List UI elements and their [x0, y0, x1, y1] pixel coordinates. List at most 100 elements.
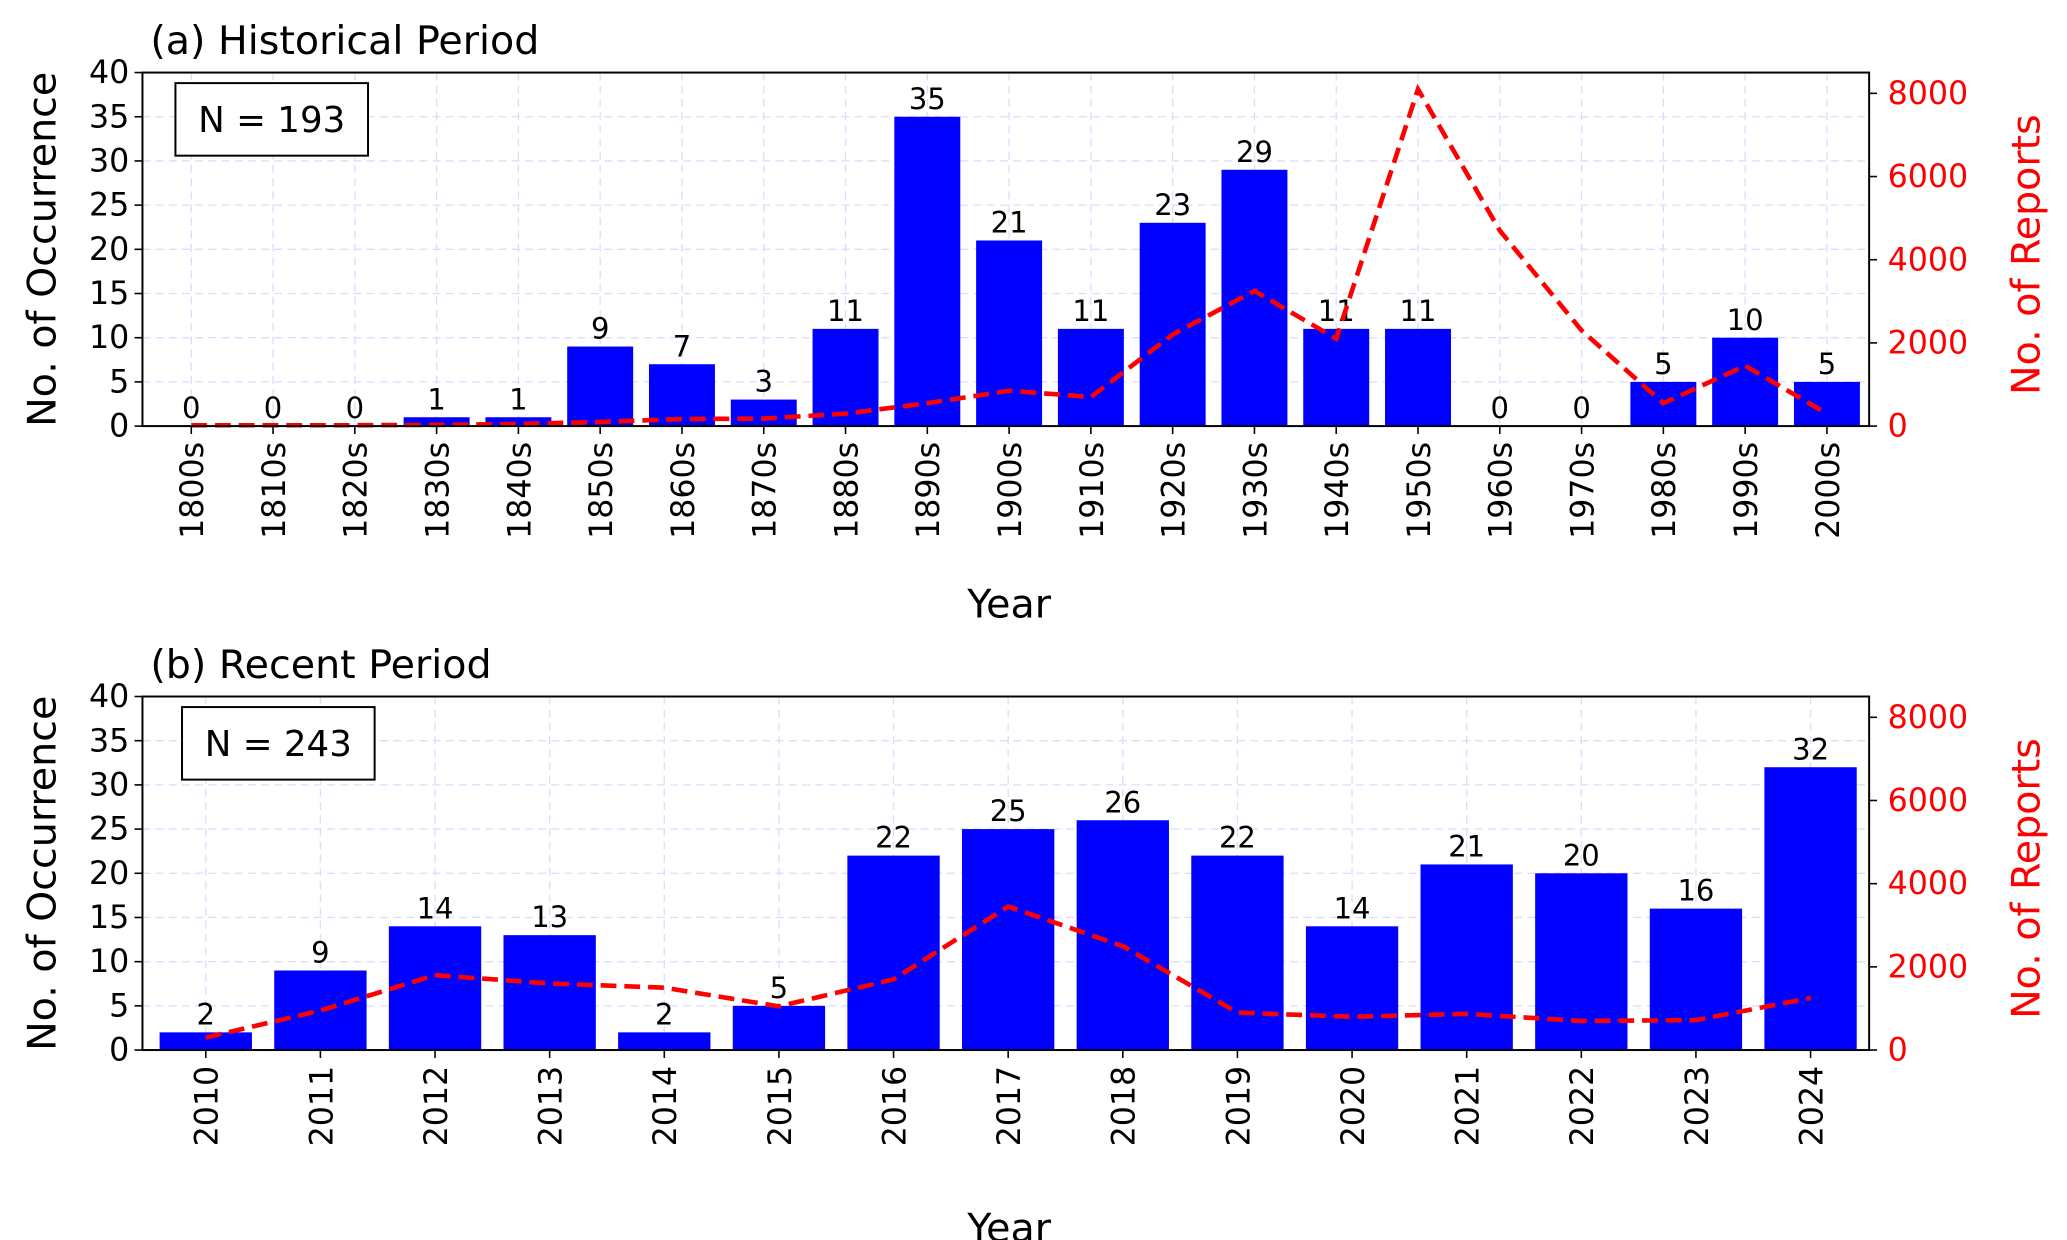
y-tick-label: 10 — [89, 320, 129, 356]
data-label-2017: 25 — [990, 794, 1027, 828]
bar-1870s — [730, 399, 797, 427]
data-label-2012: 14 — [417, 891, 454, 925]
x-tick-label: 1820s — [339, 442, 375, 539]
data-label-1870s: 3 — [755, 365, 773, 399]
x-tick-label: 1910s — [1075, 442, 1111, 539]
x-tick-label: 1930s — [1238, 442, 1274, 539]
data-label-2018: 26 — [1104, 785, 1141, 819]
y-tick-label: 35 — [89, 723, 129, 759]
bar-1850s — [567, 346, 634, 427]
data-label-2013: 13 — [531, 900, 568, 934]
y-tick-label: 20 — [89, 856, 129, 892]
panel-title: (a) Historical Period — [150, 18, 539, 64]
y-axis-label: No. of Occurrence — [19, 696, 65, 1051]
x-tick-label: 2019 — [1221, 1066, 1257, 1147]
y2-tick-label: 8000 — [1888, 700, 1969, 736]
bar-2017 — [962, 829, 1055, 1051]
y-axis-label: No. of Occurrence — [19, 72, 65, 427]
x-tick-label: 2021 — [1451, 1066, 1487, 1147]
y2-tick-label: 6000 — [1888, 159, 1969, 195]
data-label-2014: 2 — [655, 997, 673, 1031]
bar-2018 — [1076, 820, 1169, 1051]
y-tick-label: 0 — [109, 409, 129, 445]
data-label-1940s: 11 — [1318, 294, 1355, 328]
x-tick-label: 2022 — [1565, 1066, 1601, 1147]
x-axis-label: Year — [966, 581, 1051, 627]
sample-size-label: N = 243 — [205, 724, 352, 765]
x-tick-label: 2024 — [1794, 1066, 1830, 1147]
data-label-2021: 21 — [1448, 830, 1485, 864]
sample-size-box — [174, 82, 370, 157]
y2-tick-label: 2000 — [1888, 949, 1969, 985]
y2-tick-label: 4000 — [1888, 866, 1969, 902]
bar-2012 — [388, 926, 482, 1051]
data-label-1820s: 0 — [346, 391, 364, 425]
bar-1950s — [1385, 328, 1451, 427]
data-label-1890s: 35 — [909, 82, 946, 116]
y2-axis-label: No. of Reports — [2003, 738, 2049, 1019]
x-tick-label: 2017 — [992, 1066, 1028, 1147]
data-label-1880s: 11 — [827, 294, 864, 328]
sample-size-label: N = 193 — [198, 100, 345, 141]
x-tick-label: 1870s — [748, 442, 784, 539]
bar-2019 — [1191, 855, 1284, 1051]
x-tick-label: 2018 — [1107, 1066, 1143, 1147]
y2-axis-label: No. of Reports — [2003, 114, 2049, 395]
data-label-1920s: 23 — [1154, 188, 1191, 222]
sample-size-box — [181, 706, 376, 781]
y-tick-label: 25 — [89, 812, 129, 848]
bar-2022 — [1535, 873, 1628, 1051]
bar-1860s — [648, 364, 715, 427]
x-tick-label: 1860s — [666, 442, 702, 539]
y-tick-label: 30 — [89, 143, 129, 179]
bar-2014 — [618, 1032, 711, 1051]
y2-tick-label: 2000 — [1888, 325, 1969, 361]
y-tick-label: 5 — [109, 988, 129, 1024]
bar-1890s — [894, 116, 961, 427]
x-tick-label: 1940s — [1320, 442, 1356, 539]
y-tick-label: 5 — [109, 364, 129, 400]
x-tick-label: 1800s — [175, 442, 211, 539]
x-tick-label: 1980s — [1647, 442, 1683, 539]
data-label-1840s: 1 — [509, 382, 527, 416]
x-axis-label: Year — [966, 1205, 1051, 1240]
data-label-1910s: 11 — [1072, 294, 1109, 328]
data-label-2020: 14 — [1334, 891, 1371, 925]
bar-2015 — [732, 1005, 826, 1051]
bar-2013 — [503, 935, 596, 1051]
x-tick-label: 1850s — [584, 442, 620, 539]
data-label-1980s: 5 — [1654, 347, 1672, 381]
data-label-2023: 16 — [1677, 874, 1714, 908]
y2-tick-label: 6000 — [1888, 783, 1969, 819]
x-tick-label: 1810s — [257, 442, 293, 539]
x-tick-label: 2012 — [419, 1066, 455, 1147]
data-label-1900s: 21 — [991, 206, 1028, 240]
bar-2023 — [1649, 908, 1743, 1051]
bar-1840s — [485, 417, 552, 427]
x-tick-label: 1920s — [1157, 442, 1193, 539]
x-tick-label: 2016 — [877, 1066, 913, 1147]
x-tick-label: 2015 — [763, 1066, 799, 1147]
data-label-2011: 9 — [311, 936, 329, 970]
data-label-1960s: 0 — [1491, 391, 1509, 425]
y-tick-label: 15 — [89, 900, 129, 936]
bar-2016 — [847, 855, 940, 1051]
y-tick-label: 10 — [89, 944, 129, 980]
bar-1990s — [1712, 337, 1779, 427]
data-label-2010: 2 — [197, 997, 215, 1031]
x-tick-label: 1990s — [1729, 442, 1765, 539]
x-tick-label: 2000s — [1811, 442, 1847, 539]
bar-1900s — [976, 240, 1043, 427]
y-tick-label: 25 — [89, 188, 129, 224]
bar-2000s — [1793, 381, 1860, 427]
data-label-1850s: 9 — [591, 312, 609, 346]
x-tick-label: 2014 — [648, 1066, 684, 1147]
data-label-1930s: 29 — [1236, 135, 1273, 169]
y-tick-label: 30 — [89, 767, 129, 803]
data-label-2015: 5 — [770, 971, 788, 1005]
bar-1930s — [1221, 169, 1288, 427]
y-tick-label: 15 — [89, 276, 129, 312]
x-tick-label: 1960s — [1484, 442, 1520, 539]
data-label-2022: 20 — [1563, 838, 1600, 872]
